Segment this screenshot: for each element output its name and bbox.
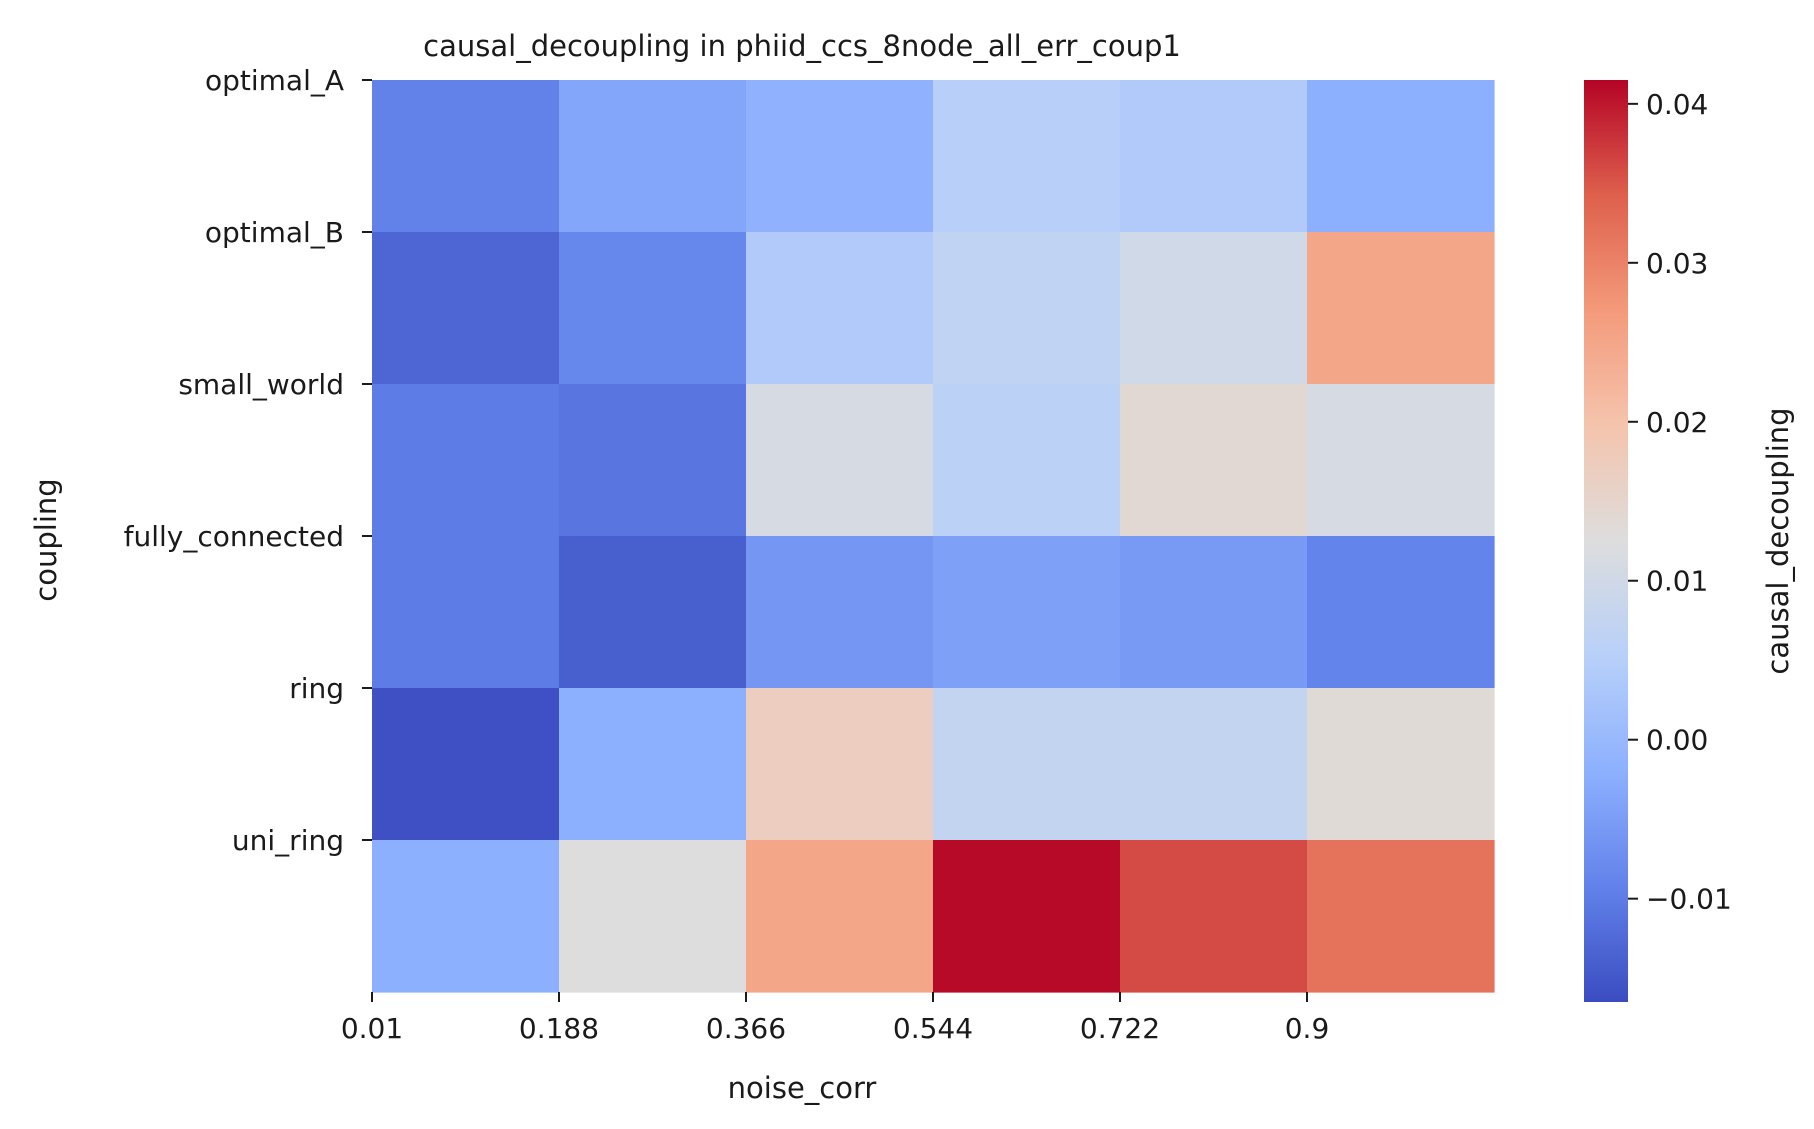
colorbar-tick-label: 0.01 (1646, 565, 1708, 598)
heatmap-cell (1307, 80, 1495, 233)
colorbar-title: causal_decoupling (1761, 407, 1795, 674)
x-tick-label: 0.544 (893, 1012, 973, 1045)
heatmap-cell (746, 688, 934, 841)
heatmap-cell (372, 840, 560, 993)
heatmap-cell (746, 384, 934, 537)
heatmap-cell (933, 80, 1121, 233)
heatmap-cells (372, 80, 1495, 993)
y-tick-label: ring (289, 672, 344, 705)
heatmap-cell (1120, 840, 1308, 993)
heatmap-cell (1120, 80, 1308, 233)
heatmap-cell (933, 384, 1121, 537)
y-axis: optimal_A optimal_B small_world fully_conne… (124, 64, 372, 857)
heatmap-cell (372, 232, 560, 385)
colorbar-tick-label: 0.00 (1646, 724, 1708, 757)
x-tick-label: 0.366 (706, 1012, 786, 1045)
y-tick-label: optimal_A (205, 64, 344, 97)
y-tick-label: small_world (178, 368, 344, 401)
y-tick-label: optimal_B (205, 216, 344, 249)
heatmap-cell (933, 536, 1121, 689)
colorbar-tick-label: −0.01 (1646, 883, 1732, 916)
x-axis: 0.01 0.188 0.366 0.544 0.722 0.9 (341, 992, 1329, 1045)
heatmap-cell (559, 384, 747, 537)
heatmap-cell (372, 80, 560, 233)
heatmap-cell (1307, 840, 1495, 993)
colorbar-tick-label: 0.02 (1646, 406, 1708, 439)
x-axis-title: noise_corr (728, 1071, 877, 1105)
chart-title: causal_decoupling in phiid_ccs_8node_all… (423, 29, 1181, 63)
heatmap-cell (1120, 688, 1308, 841)
heatmap-cell (1307, 232, 1495, 385)
y-tick-label: fully_connected (124, 520, 344, 553)
heatmap-cell (1307, 384, 1495, 537)
colorbar-tick-label: 0.04 (1646, 88, 1708, 121)
heatmap-cell (559, 536, 747, 689)
y-axis-title: coupling (29, 478, 63, 601)
heatmap-cell (372, 384, 560, 537)
heatmap-cell (933, 840, 1121, 993)
heatmap-cell (372, 688, 560, 841)
y-tick-label: uni_ring (232, 824, 344, 857)
heatmap-cell (559, 80, 747, 233)
x-tick-label: 0.9 (1285, 1012, 1330, 1045)
x-tick-label: 0.01 (341, 1012, 403, 1045)
heatmap-cell (746, 232, 934, 385)
colorbar-tick-label: 0.03 (1646, 247, 1708, 280)
colorbar-ticks: 0.04 0.03 0.02 0.01 0.00 −0.01 (1628, 88, 1732, 916)
x-tick-label: 0.722 (1080, 1012, 1160, 1045)
heatmap-cell (746, 80, 934, 233)
heatmap-cell (1307, 536, 1495, 689)
heatmap-cell (746, 536, 934, 689)
heatmap-cell (1307, 688, 1495, 841)
colorbar (1584, 80, 1628, 1002)
heatmap-cell (559, 232, 747, 385)
heatmap-cell (746, 840, 934, 993)
heatmap-cell (933, 688, 1121, 841)
heatmap-cell (372, 536, 560, 689)
heatmap-cell (933, 232, 1121, 385)
x-tick-label: 0.188 (519, 1012, 599, 1045)
heatmap-cell (1120, 536, 1308, 689)
heatmap-cell (1120, 384, 1308, 537)
heatmap-cell (559, 840, 747, 993)
heatmap-cell (1120, 232, 1308, 385)
heatmap-cell (559, 688, 747, 841)
